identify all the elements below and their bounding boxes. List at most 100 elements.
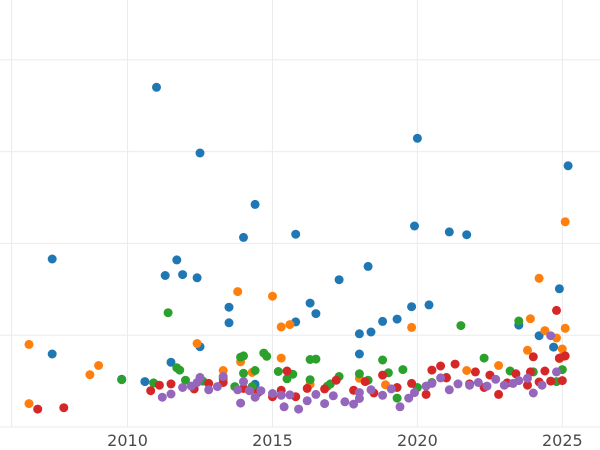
data-point <box>146 386 156 396</box>
data-point <box>276 390 286 400</box>
data-points <box>24 82 573 414</box>
data-point <box>24 339 34 349</box>
data-point <box>523 345 532 355</box>
data-point <box>47 349 57 359</box>
data-point <box>514 376 524 386</box>
data-point <box>407 302 417 312</box>
data-point <box>528 388 538 398</box>
data-point <box>470 367 480 377</box>
data-point <box>366 385 376 395</box>
data-point <box>256 386 266 396</box>
data-point <box>152 82 161 92</box>
data-point <box>224 302 234 312</box>
data-point <box>473 378 483 387</box>
data-point <box>328 391 338 401</box>
data-point <box>160 271 170 280</box>
data-point <box>427 378 437 388</box>
data-point <box>233 287 243 297</box>
data-point <box>236 398 246 408</box>
data-point <box>462 366 472 375</box>
data-point <box>175 365 185 375</box>
data-point <box>276 353 286 363</box>
data-point <box>204 385 214 395</box>
data-point <box>354 369 364 379</box>
data-point <box>279 402 289 412</box>
data-point <box>178 270 188 280</box>
data-point <box>412 133 422 143</box>
data-point <box>549 342 559 352</box>
data-point <box>540 366 550 376</box>
data-point <box>450 359 460 369</box>
x-tick-label: 2025 <box>542 431 583 450</box>
data-point <box>117 375 127 385</box>
data-point <box>407 322 417 332</box>
series-4 <box>157 331 561 414</box>
data-point <box>363 261 373 271</box>
data-point <box>404 393 414 403</box>
data-point <box>444 385 454 395</box>
data-point <box>465 380 475 390</box>
data-point <box>436 361 446 371</box>
data-point <box>172 255 182 265</box>
data-point <box>302 396 312 406</box>
data-point <box>59 403 69 413</box>
data-point <box>398 365 408 375</box>
x-axis-tick-labels: 2010 2015 2020 2025 <box>107 431 583 450</box>
data-point <box>320 384 330 394</box>
data-point <box>250 199 260 209</box>
data-point <box>250 392 260 402</box>
data-point <box>192 273 202 283</box>
data-point <box>514 316 524 326</box>
data-point <box>166 389 176 399</box>
data-point <box>192 339 202 348</box>
data-point <box>563 161 573 171</box>
data-point <box>244 386 254 396</box>
data-point <box>140 377 150 387</box>
data-point <box>427 365 437 375</box>
data-point <box>250 366 260 375</box>
data-point <box>494 389 504 399</box>
data-point <box>311 309 321 319</box>
data-point <box>392 393 402 403</box>
data-point <box>239 368 248 378</box>
data-point <box>331 375 341 385</box>
data-point <box>85 370 95 380</box>
data-point <box>491 374 501 384</box>
data-point <box>268 291 277 301</box>
data-point <box>523 373 532 383</box>
data-point <box>354 388 364 398</box>
data-point <box>494 361 504 370</box>
data-point <box>262 351 272 361</box>
data-point <box>479 353 489 363</box>
data-point <box>354 329 364 339</box>
data-point <box>268 389 277 398</box>
data-point <box>178 383 188 392</box>
data-point <box>94 361 104 370</box>
data-point <box>424 300 434 310</box>
data-point <box>386 384 396 394</box>
data-point <box>534 273 544 283</box>
data-point <box>525 314 535 324</box>
data-point <box>552 367 561 377</box>
data-point <box>224 318 234 328</box>
data-point <box>166 379 176 389</box>
data-point <box>392 314 402 324</box>
data-point <box>546 376 556 386</box>
data-point <box>410 388 419 398</box>
data-point <box>444 227 454 237</box>
data-point <box>340 397 350 407</box>
data-point <box>154 380 164 390</box>
data-point <box>453 379 463 389</box>
data-point <box>554 284 564 294</box>
data-point <box>378 355 388 365</box>
data-point <box>47 254 57 264</box>
data-point <box>540 326 550 336</box>
data-point <box>291 229 301 239</box>
x-tick-label: 2010 <box>107 431 148 450</box>
data-point <box>305 298 315 308</box>
series-0 <box>47 82 573 389</box>
data-point <box>334 275 344 285</box>
data-point <box>311 389 321 399</box>
